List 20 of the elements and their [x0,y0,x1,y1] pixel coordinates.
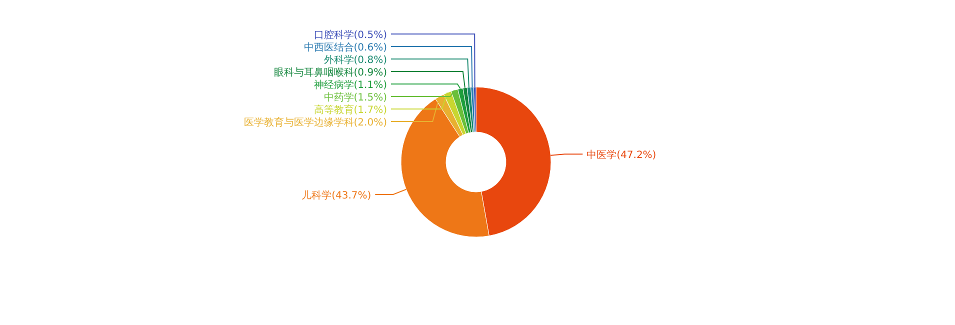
slice-label: 口腔科学 [314,29,354,41]
data-label: (1.7%) [354,105,388,116]
slice-label: 中西医结合 [304,42,354,54]
slice-label: 医学教育与医学边缘学科 [244,116,354,128]
data-label: (1.1%) [354,80,388,91]
slice-label: 神经病学 [314,79,354,91]
slice-label: 中医学 [586,149,617,162]
data-label: (2.0%) [354,118,388,128]
data-label: (0.9%) [354,68,388,78]
slice-label: 高等教育 [314,104,354,116]
slice-label: 眼科与耳鼻咽喉科 [274,66,354,78]
slice-label: 外科学 [324,54,354,66]
slice-label: 儿科学 [302,190,332,202]
data-label: (0.8%) [354,55,388,66]
data-label: (43.7%) [332,190,372,202]
data-label: (1.5%) [354,92,388,104]
data-label: (0.6%) [354,42,388,54]
data-label: (0.5%) [354,30,388,41]
data-label: (47.2%) [616,150,656,162]
slice-label: 中药学 [324,92,354,104]
